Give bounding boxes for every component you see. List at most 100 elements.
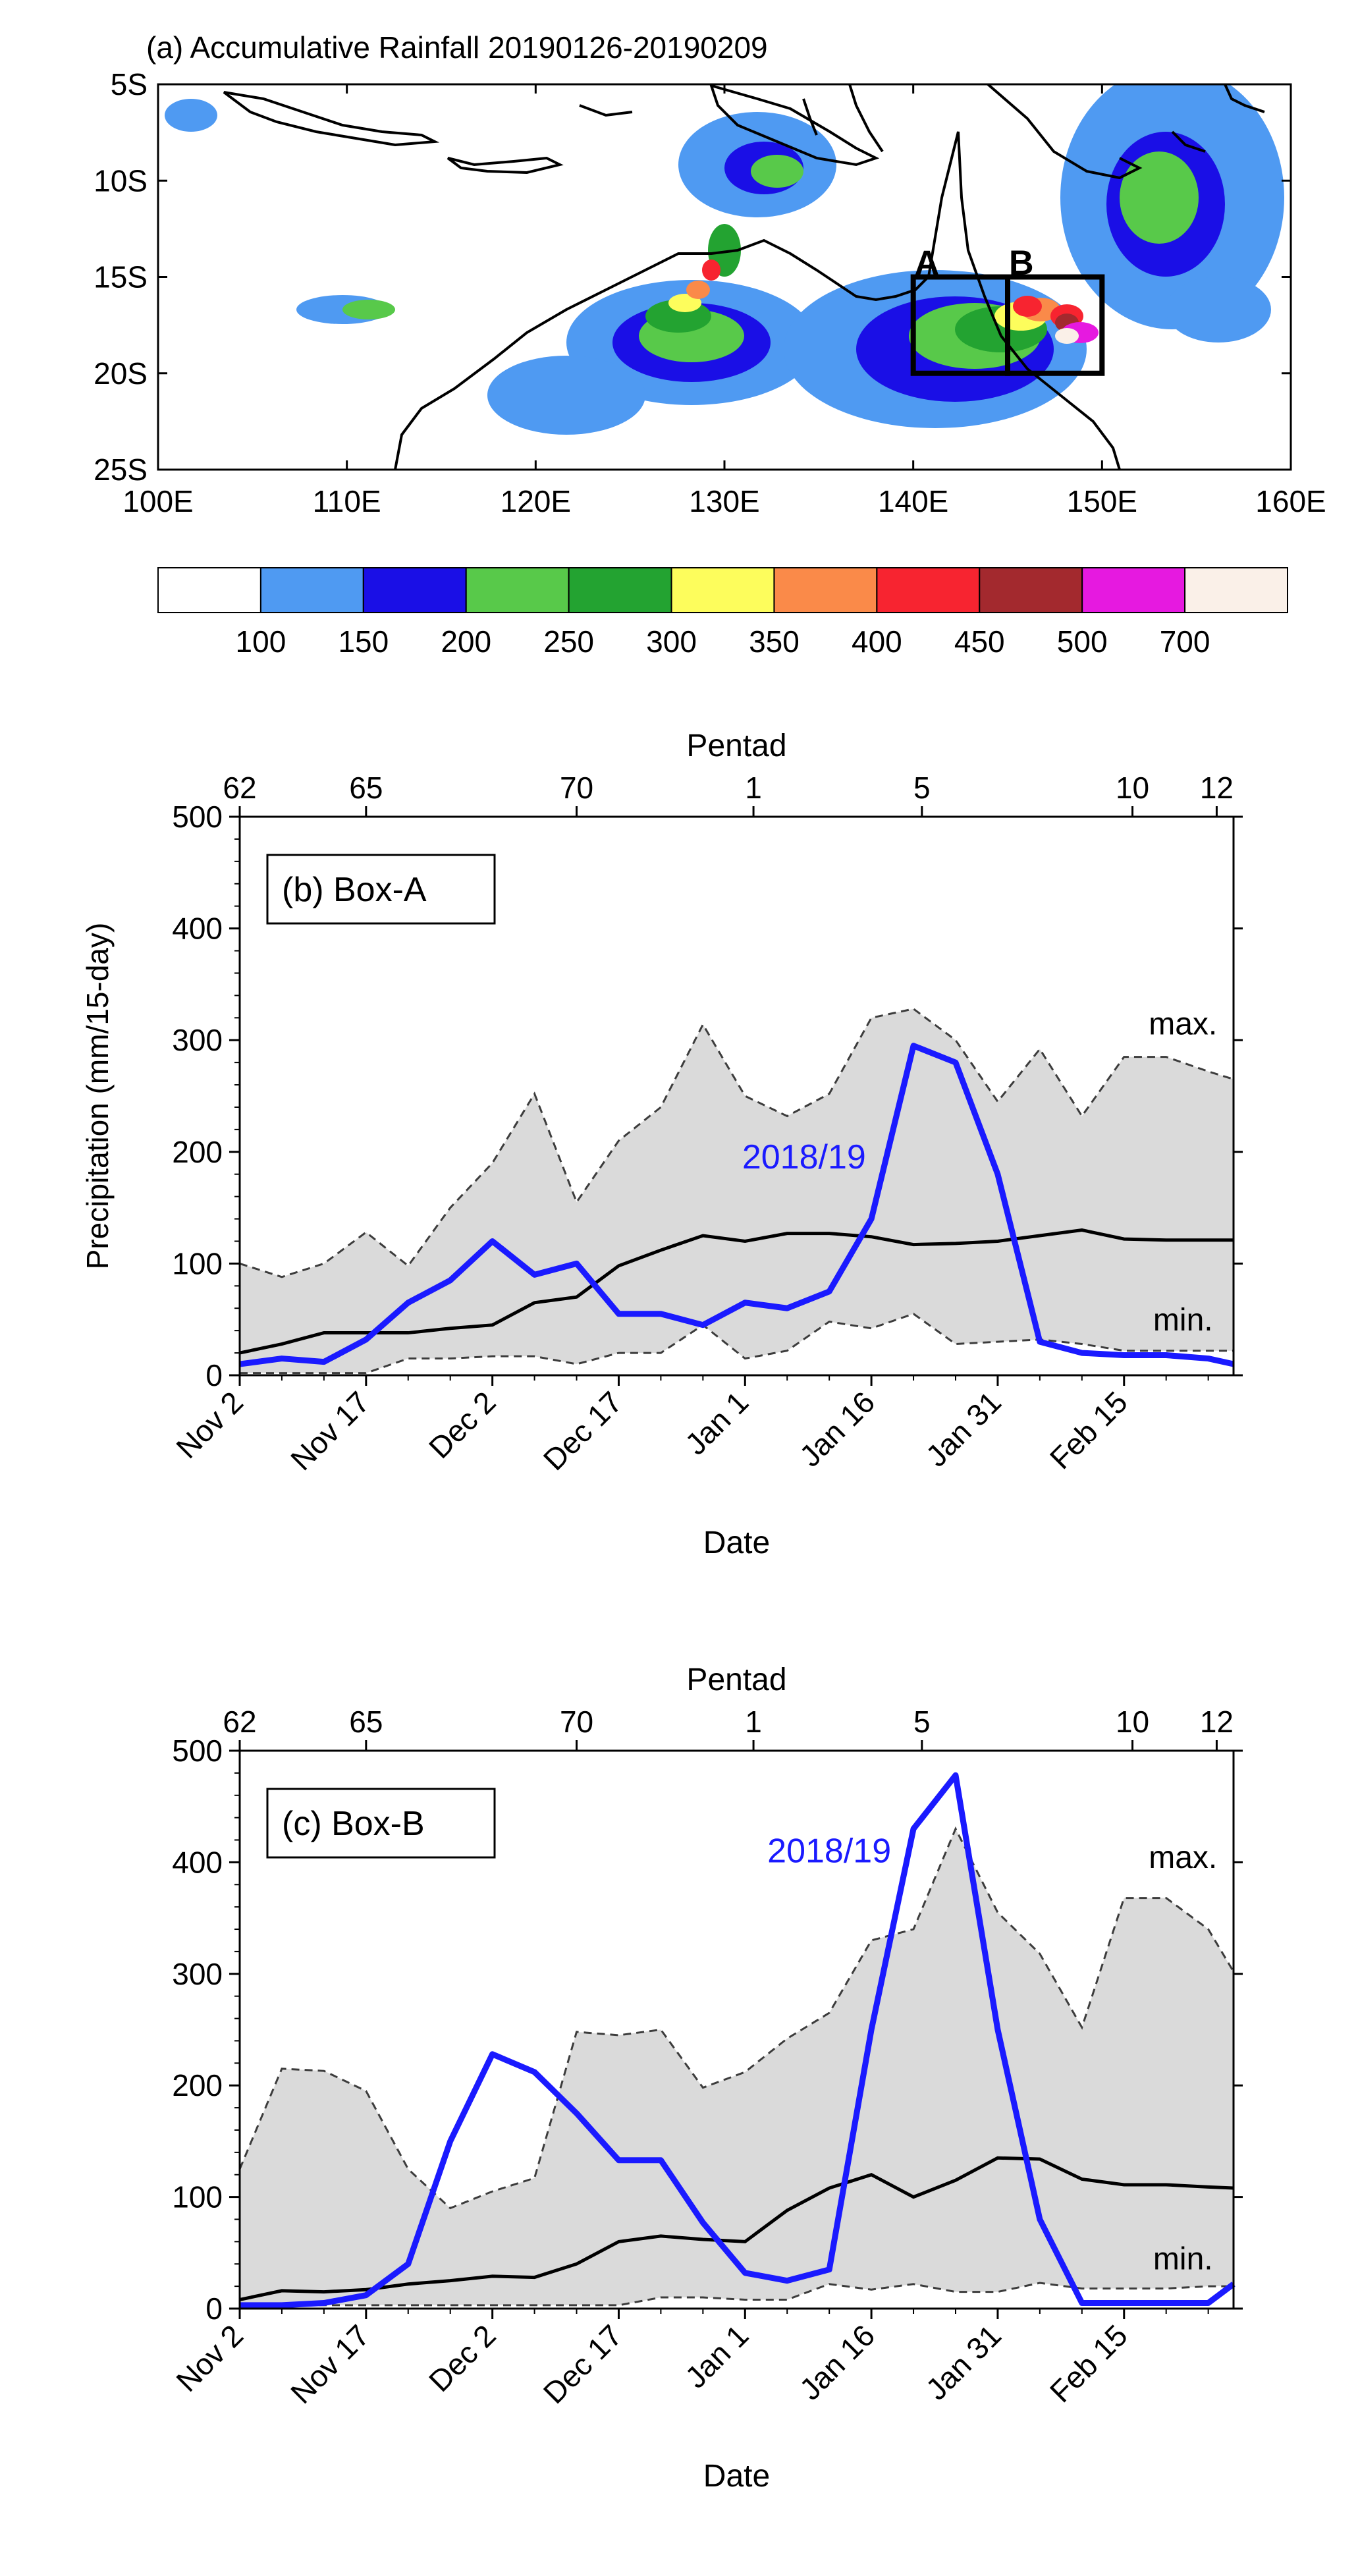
x-tick-label: Nov 17 (284, 1384, 376, 1477)
panel-label-box (266, 1788, 496, 1859)
lon-tick-label: 110E (313, 484, 381, 518)
x-tick-label: Dec 2 (422, 1384, 502, 1465)
plot-frame (238, 1749, 1235, 2310)
series-label-max: max. (1149, 1840, 1217, 1875)
y-tick-label: 0 (205, 2291, 223, 2326)
min-series-line (240, 2282, 1234, 2307)
coastlines (223, 84, 1265, 470)
pentad-tick-label: 12 (1200, 1705, 1234, 1739)
lat-tick-label: 15S (94, 260, 148, 294)
x-tick-label: Jan 16 (793, 2318, 881, 2406)
pentad-axis-title: Pentad (686, 1662, 786, 1697)
x-axis-title: Date (703, 1525, 770, 1560)
colorbar-swatch (259, 567, 364, 613)
x-tick-label: Jan 1 (678, 2318, 755, 2394)
box-b-label: B (1009, 244, 1034, 283)
rain-blob (751, 155, 803, 188)
rain-blob (702, 260, 720, 281)
y-tick-label: 100 (172, 1246, 223, 1280)
rain-blob (1120, 151, 1199, 244)
pentad-tick-label: 5 (913, 771, 931, 805)
colorbar-label: 400 (852, 624, 902, 659)
box-b-outline (1005, 274, 1105, 376)
x-tick-label: Nov 2 (169, 1384, 250, 1465)
colorbar-label: 150 (338, 624, 389, 659)
colorbar-swatch (568, 567, 672, 613)
pentad-tick-label: 65 (349, 771, 383, 805)
pentad-tick-label: 12 (1200, 771, 1234, 805)
x-tick-label: Nov 17 (284, 2318, 376, 2410)
series-label-max: max. (1149, 1007, 1217, 1042)
rain-blob (342, 300, 395, 319)
x-axis-title: Date (703, 2459, 770, 2494)
x-tick-label: Jan 1 (678, 1384, 755, 1461)
pentad-tick-label: 65 (349, 1705, 383, 1739)
series-label-current: 2018/19 (742, 1138, 866, 1176)
x-tick-label: Nov 2 (169, 2318, 250, 2398)
min-series-line (240, 1313, 1234, 1375)
panel-label: (b) Box-A (282, 871, 427, 909)
colorbar-label: 100 (236, 624, 286, 659)
range-fill (240, 1008, 1234, 1373)
pentad-tick-label: 62 (223, 1705, 256, 1739)
x-tick-label: Feb 15 (1043, 2318, 1134, 2409)
lon-tick-label: 150E (1067, 484, 1137, 518)
lon-tick-label: 130E (689, 484, 759, 518)
colorbar-label: 300 (646, 624, 697, 659)
y-tick-label: 500 (172, 1734, 223, 1768)
pentad-axis-title: Pentad (686, 728, 786, 763)
x-tick-label: Dec 17 (537, 1384, 629, 1477)
lon-tick-label: 160E (1255, 484, 1326, 518)
y-tick-label: 200 (172, 1135, 223, 1169)
series-label-current: 2018/19 (767, 1832, 891, 1870)
colorbar-label: 350 (749, 624, 800, 659)
series-label-min: min. (1153, 1303, 1213, 1338)
rain-blob (1166, 277, 1271, 343)
panel-a: (a) Accumulative Rainfall 20190126-20190… (94, 30, 1326, 659)
colorbar-label: 450 (954, 624, 1005, 659)
y-axis-title: Precipitation (mm/15-day) (80, 923, 115, 1270)
lat-tick-label: 20S (94, 356, 148, 391)
colorbar-swatch (876, 567, 981, 613)
x-tick-label: Jan 31 (919, 2318, 1008, 2406)
mean-series-line (239, 1228, 1234, 1355)
colorbar-swatch (465, 567, 570, 613)
y-tick-label: 100 (172, 2180, 223, 2214)
y-tick-label: 0 (205, 1358, 223, 1392)
pentad-tick-label: 10 (1116, 771, 1149, 805)
rain-blob (668, 294, 701, 312)
current-series-line (239, 1043, 1234, 1367)
pentad-tick-label: 70 (560, 771, 593, 805)
map-ticks: 100E 110E 120E 130E 140E 150E 160E 5S 10S 15S 20S 2… (94, 67, 1326, 518)
colorbar-swatch (670, 567, 775, 613)
colorbar-label: 250 (543, 624, 594, 659)
colorbar-label: 200 (441, 624, 491, 659)
pentad-tick-label: 10 (1116, 1705, 1149, 1739)
x-tick-label: Jan 16 (793, 1384, 881, 1473)
range-fill (240, 1828, 1234, 2305)
colorbar-swatch (773, 567, 878, 613)
colorbar-swatch (362, 567, 467, 613)
rain-blob (487, 356, 645, 435)
panel-c-chart: 0 100 200 300 400 500 Nov 2 Nov 17 Dec 2 Dec 17 Ja… (169, 1662, 1243, 2494)
lon-tick-label: 140E (878, 484, 948, 518)
pentad-tick-label: 70 (560, 1705, 593, 1739)
panel-a-title: (a) Accumulative Rainfall 20190126-20190… (146, 30, 768, 65)
lat-tick-label: 25S (94, 452, 148, 487)
pentad-tick-label: 1 (745, 771, 762, 805)
map-area: A B (158, 84, 1291, 470)
plot-frame (238, 815, 1235, 1377)
rain-blob (1055, 328, 1079, 344)
pentad-tick-label: 1 (745, 1705, 762, 1739)
panel-label-box (266, 854, 496, 925)
rain-blob (1013, 296, 1042, 317)
colorbar-label: 700 (1160, 624, 1210, 659)
lat-tick-label: 5S (111, 67, 148, 101)
pentad-tick-label: 5 (913, 1705, 931, 1739)
series-label-min: min. (1153, 2242, 1213, 2277)
rain-blob (686, 281, 710, 299)
panel-label: (c) Box-B (282, 1805, 425, 1843)
pentad-tick-label: 62 (223, 771, 256, 805)
lon-tick-label: 100E (122, 484, 193, 518)
